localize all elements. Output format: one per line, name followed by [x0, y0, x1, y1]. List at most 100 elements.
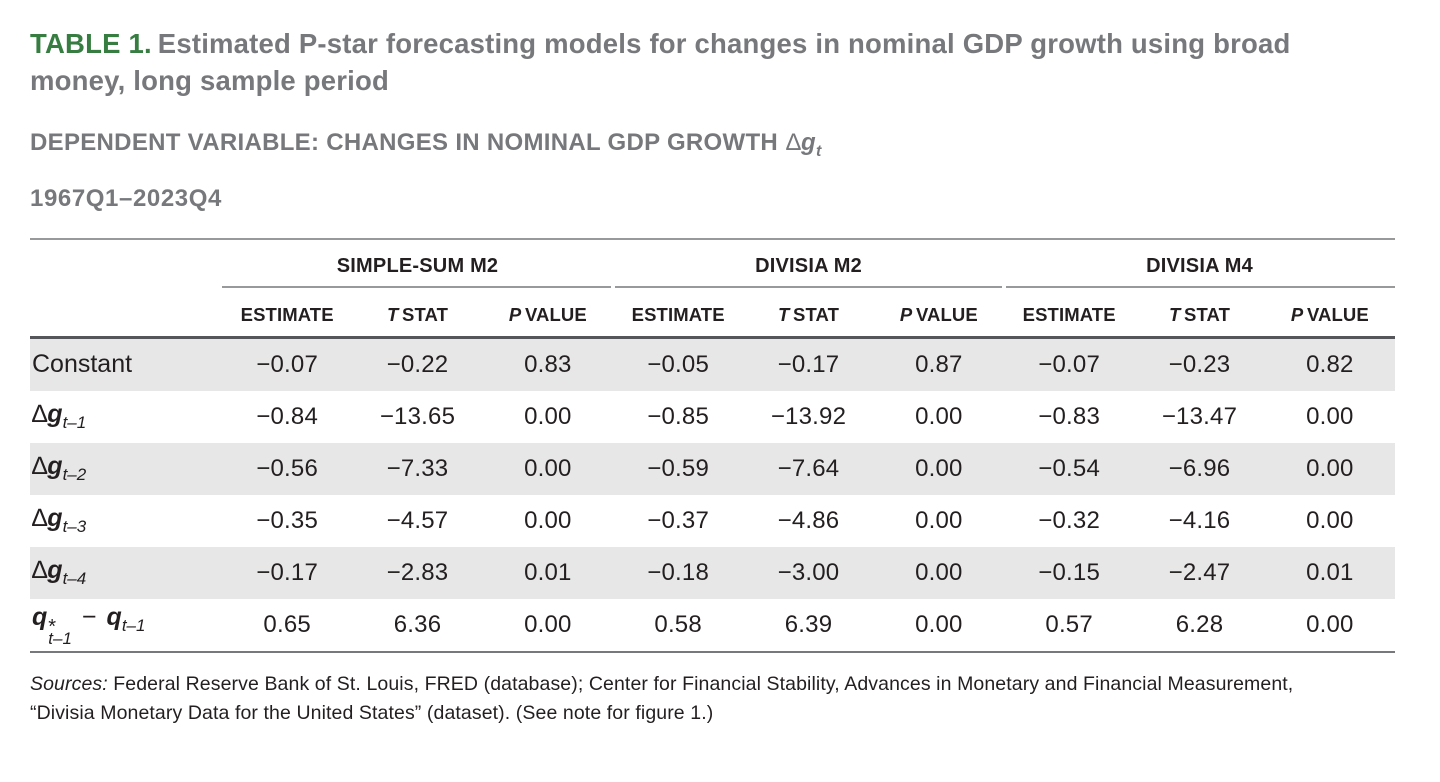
table-row-dg-lag3: ∆gt–3 −0.35 −4.57 0.00 −0.37 −4.86 0.00 … [30, 495, 1395, 547]
table-cell: −0.56 [256, 454, 319, 482]
table-cell: −0.23 [1168, 350, 1231, 378]
column-header-estimate: ESTIMATE [1022, 303, 1116, 325]
table-cell: 0.00 [1306, 402, 1354, 430]
row-label: Constant [32, 350, 133, 379]
minus-sign: − [81, 602, 97, 631]
table-cell: 0.00 [915, 558, 963, 586]
table-page: TABLE 1. Estimated P-star forecasting mod… [30, 25, 1410, 728]
table-number: TABLE 1. [30, 28, 152, 59]
table-title: TABLE 1. Estimated P-star forecasting mod… [30, 25, 1410, 99]
table-cell: −0.37 [647, 506, 710, 534]
table-cell: 0.83 [524, 350, 572, 378]
column-header-estimate: ESTIMATE [240, 303, 334, 325]
table-cell: −13.47 [1161, 402, 1238, 430]
column-header-p-value: P VALUE [508, 303, 587, 325]
table-cell: 0.00 [1306, 610, 1354, 638]
dependent-variable-text: DEPENDENT VARIABLE: CHANGES IN NOMINAL G… [30, 129, 779, 156]
sources-note: Sources: Federal Reserve Bank of St. Lou… [30, 670, 1410, 728]
table-cell: −0.83 [1038, 402, 1101, 430]
table-cell: 0.00 [1306, 506, 1354, 534]
table-cell: 0.87 [915, 350, 963, 378]
column-header-p-value: P VALUE [1290, 303, 1369, 325]
table-cell: −4.57 [386, 506, 449, 534]
sources-line2: “Divisia Monetary Data for the United St… [30, 701, 714, 724]
variable-symbol: g [801, 129, 817, 156]
table-cell: 0.00 [524, 610, 572, 638]
table-cell: −0.22 [386, 350, 449, 378]
table-cell: −13.65 [379, 402, 456, 430]
table-cell: 6.39 [784, 610, 833, 638]
table-top-rule [30, 237, 1395, 240]
table-cell: 0.00 [524, 402, 572, 430]
column-header-t-stat: T STAT [386, 303, 449, 325]
table-cell: 0.65 [263, 610, 311, 638]
column-header-t-stat: T STAT [777, 303, 840, 325]
table-row-q-gap: q * t–1− qt–1 0.65 6.36 0.00 0.58 6.39 0.00… [30, 599, 1395, 651]
table-row-dg-lag4: ∆gt–4 −0.17 −2.83 0.01 −0.18 −3.00 0.00 … [30, 546, 1395, 599]
row-label: ∆gt–2 [32, 452, 87, 485]
row-label: ∆gt–4 [32, 556, 87, 589]
table-title-line1: Estimated P-star forecasting models for … [157, 28, 1291, 59]
table-cell: −2.83 [386, 558, 449, 586]
group-underline [1006, 285, 1395, 288]
table-cell: −0.15 [1038, 558, 1101, 586]
dependent-variable-line: DEPENDENT VARIABLE: CHANGES IN NOMINAL G… [30, 129, 1410, 161]
table-cell: −0.84 [256, 402, 319, 430]
table-cell: −2.47 [1168, 558, 1231, 586]
table-cell: 0.01 [524, 558, 572, 586]
table-cell: 0.00 [524, 454, 572, 482]
table-cell: −0.17 [777, 350, 840, 378]
table-cell: −6.96 [1168, 454, 1231, 482]
table-cell: −0.17 [256, 558, 319, 586]
sample-period: 1967Q1–2023Q4 [30, 184, 222, 212]
table-cell: 0.00 [915, 610, 963, 638]
header-bottom-rule [30, 335, 1395, 339]
table-cell: 0.00 [915, 402, 963, 430]
table-cell: −0.07 [1038, 350, 1101, 378]
table-cell: −0.05 [647, 350, 710, 378]
table-cell: −0.07 [256, 350, 319, 378]
sources-label: Sources: [30, 672, 108, 695]
group-header-divisia-m4: DIVISIA M4 [1146, 255, 1253, 278]
table-row-dg-lag1: ∆gt–1 −0.84 −13.65 0.00 −0.85 −13.92 0.0… [30, 391, 1395, 443]
table-cell: 6.36 [393, 610, 442, 638]
table-row-constant: Constant −0.07 −0.22 0.83 −0.05 −0.17 0.… [30, 338, 1395, 391]
table-cell: 0.82 [1306, 350, 1354, 378]
group-underline [222, 285, 611, 288]
table-cell: −4.16 [1168, 506, 1231, 534]
row-label: ∆gt–3 [32, 504, 87, 537]
table-cell: −4.86 [777, 506, 840, 534]
group-header-simple-sum-m2: SIMPLE-SUM M2 [336, 255, 499, 278]
table-row-dg-lag2: ∆gt–2 −0.56 −7.33 0.00 −0.59 −7.64 0.00 … [30, 442, 1395, 495]
table-bottom-rule [30, 650, 1395, 653]
column-header-t-stat: T STAT [1168, 303, 1231, 325]
row-label: q * t–1− qt–1 [32, 602, 146, 648]
table-cell: −0.35 [256, 506, 319, 534]
table-cell: −3.00 [777, 558, 840, 586]
table-cell: −0.32 [1038, 506, 1101, 534]
variable-subscript: t [816, 142, 822, 160]
column-header-row: ESTIMATE T STAT P VALUE ESTIMATE T STAT P VA… [30, 288, 1395, 336]
table-cell: −0.85 [647, 402, 710, 430]
column-header-estimate: ESTIMATE [631, 303, 725, 325]
table-title-line2: money, long sample period [30, 65, 389, 96]
group-underline-row [30, 285, 1395, 288]
results-table: SIMPLE-SUM M2 DIVISIA M2 DIVISIA M4 ESTI… [30, 237, 1395, 653]
table-cell: 0.57 [1045, 610, 1093, 638]
asterisk-superscript: * [48, 615, 57, 638]
delta-symbol: ∆ [786, 129, 802, 156]
group-header-divisia-m2: DIVISIA M2 [755, 255, 862, 278]
table-cell: −0.59 [647, 454, 710, 482]
table-cell: −0.18 [647, 558, 710, 586]
row-label: ∆gt–1 [32, 400, 87, 433]
table-cell: 0.00 [915, 506, 963, 534]
table-cell: 6.28 [1175, 610, 1224, 638]
table-cell: −7.33 [386, 454, 449, 482]
table-cell: 0.58 [654, 610, 702, 638]
table-cell: −13.92 [770, 402, 847, 430]
sources-line1: Federal Reserve Bank of St. Louis, FRED … [107, 672, 1294, 695]
table-cell: 0.01 [1306, 558, 1354, 586]
table-cell: 0.00 [1306, 454, 1354, 482]
underline-spacer [30, 286, 222, 288]
group-header-row: SIMPLE-SUM M2 DIVISIA M2 DIVISIA M4 [30, 240, 1395, 286]
